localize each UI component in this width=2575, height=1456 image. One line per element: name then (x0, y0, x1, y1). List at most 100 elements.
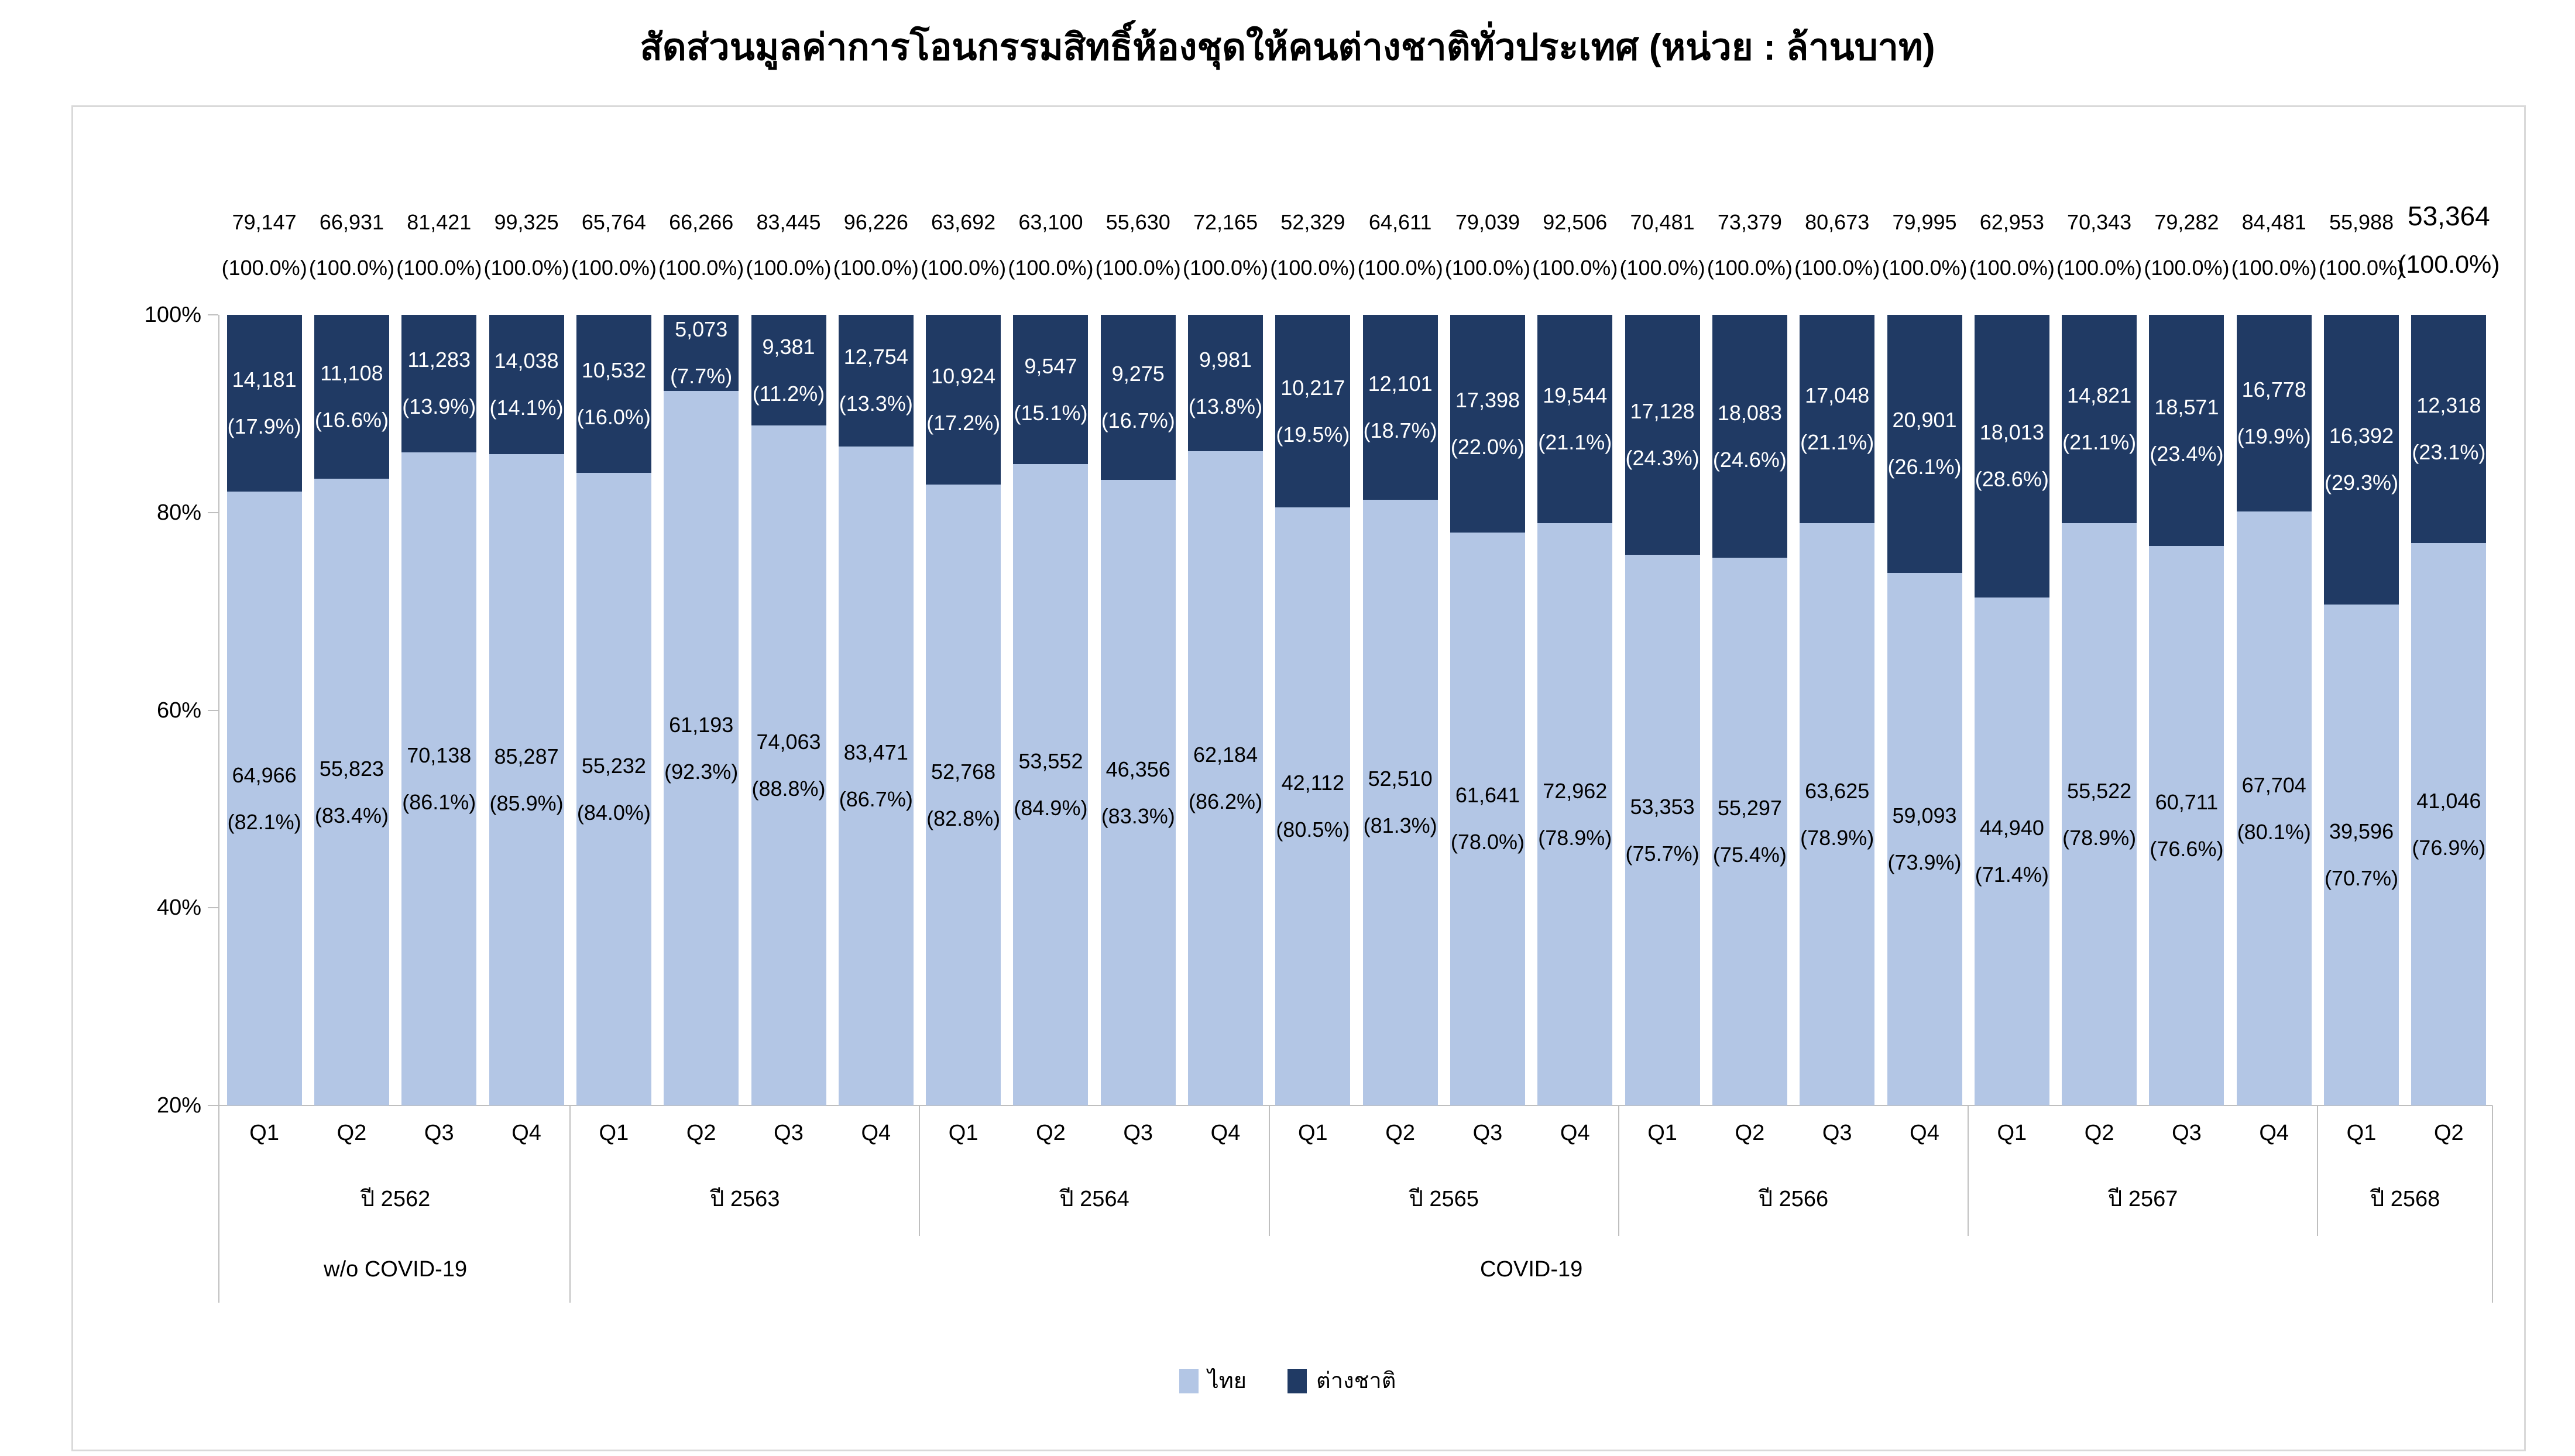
total-value-label: 79,147 (232, 210, 297, 234)
thai-pct-label: (78.9%) (1800, 825, 1874, 850)
foreign-value-label: 10,924 (931, 364, 996, 389)
total-value-label: 52,329 (1280, 210, 1345, 234)
total-pct-label: (100.0%) (1619, 256, 1705, 280)
total-value-label: 79,282 (2154, 210, 2219, 234)
thai-value-label: 60,711 (2155, 790, 2219, 815)
thai-segment (2062, 523, 2137, 1105)
thai-value-label: 62,184 (1193, 743, 1258, 767)
quarter-tick-label: Q1 (1647, 1121, 1677, 1145)
foreign-pct-label: (22.0%) (1450, 434, 1525, 459)
thai-pct-label: (76.9%) (2412, 835, 2486, 860)
thai-pct-label: (78.9%) (2062, 825, 2137, 850)
foreign-value-label: 20,901 (1892, 408, 1957, 432)
total-pct-label: (100.0%) (2056, 256, 2143, 280)
foreign-segment (1188, 315, 1264, 452)
quarter-tick-label: Q2 (1385, 1121, 1415, 1145)
thai-segment (926, 485, 1001, 1105)
thai-pct-label: (88.8%) (751, 777, 826, 801)
thai-segment (489, 454, 564, 1105)
foreign-pct-label: (18.7%) (1363, 418, 1437, 442)
thai-pct-label: (80.5%) (1276, 818, 1350, 842)
thai-pct-label: (78.9%) (1538, 825, 1612, 850)
foreign-value-label: 18,571 (2154, 394, 2219, 419)
total-value-label: 83,445 (756, 210, 821, 234)
year-separator (1268, 1105, 1270, 1236)
foreign-segment (2062, 315, 2137, 524)
quarter-tick-label: Q1 (249, 1121, 279, 1145)
foreign-segment (926, 315, 1001, 485)
total-value-label: 65,764 (581, 210, 646, 234)
foreign-segment (1100, 315, 1176, 480)
foreign-pct-label: (23.4%) (2150, 441, 2224, 466)
thai-segment (1974, 597, 2049, 1105)
y-tick-label: 80% (156, 500, 201, 525)
y-axis-line (218, 315, 219, 1303)
thai-value-label: 74,063 (756, 730, 821, 754)
quarter-tick-label: Q2 (686, 1121, 716, 1145)
thai-segment (1362, 499, 1438, 1105)
thai-segment (1625, 555, 1700, 1105)
legend-swatch-foreign (1288, 1369, 1307, 1393)
total-value-label: 62,953 (1979, 210, 2044, 234)
total-value-label: 70,343 (2067, 210, 2132, 234)
total-pct-label: (100.0%) (221, 256, 307, 280)
y-tick-mark (208, 1105, 218, 1106)
total-value-label: 63,692 (931, 210, 996, 234)
total-pct-label: (100.0%) (1357, 256, 1443, 280)
total-pct-label: (100.0%) (1182, 256, 1269, 280)
foreign-value-label: 9,547 (1024, 353, 1077, 378)
foreign-value-label: 16,778 (2241, 377, 2306, 402)
thai-value-label: 61,641 (1455, 783, 1520, 808)
quarter-tick-label: Q2 (337, 1121, 367, 1145)
quarter-tick-label: Q4 (2259, 1121, 2289, 1145)
thai-pct-label: (92.3%) (664, 759, 739, 784)
thai-segment (2236, 511, 2312, 1105)
foreign-value-label: 5,073 (675, 317, 728, 342)
total-pct-label: (100.0%) (1707, 256, 1793, 280)
quarter-tick-label: Q2 (1036, 1121, 1066, 1145)
thai-value-label: 52,768 (931, 759, 996, 784)
total-pct-label: (100.0%) (1095, 256, 1181, 280)
thai-segment (2149, 546, 2224, 1105)
thai-pct-label: (83.3%) (1101, 803, 1175, 828)
quarter-tick-label: Q1 (948, 1121, 978, 1145)
thai-segment (1275, 507, 1351, 1105)
thai-pct-label: (84.9%) (1014, 796, 1088, 820)
thai-pct-label: (75.7%) (1625, 841, 1700, 866)
quarter-tick-label: Q3 (2172, 1121, 2202, 1145)
thai-pct-label: (82.8%) (926, 806, 1001, 830)
period-label: w/o COVID-19 (324, 1257, 468, 1282)
foreign-segment (401, 315, 477, 452)
foreign-segment (314, 315, 389, 479)
total-value-label: 79,039 (1455, 210, 1520, 234)
total-pct-label: (100.0%) (658, 256, 744, 280)
thai-pct-label: (80.1%) (2237, 819, 2311, 844)
foreign-segment (2149, 315, 2224, 547)
total-value-label: 53,364 (2407, 201, 2490, 231)
thai-value-label: 85,287 (494, 744, 559, 768)
thai-value-label: 55,232 (581, 753, 646, 778)
foreign-value-label: 14,821 (2067, 383, 2132, 408)
total-pct-label: (100.0%) (1882, 256, 1968, 280)
foreign-segment (1625, 315, 1700, 555)
quarter-tick-label: Q1 (2346, 1121, 2377, 1145)
thai-value-label: 42,112 (1281, 771, 1345, 795)
foreign-segment (1712, 315, 1787, 558)
year-label: ปี 2564 (1059, 1187, 1129, 1211)
foreign-pct-label: (17.2%) (926, 411, 1001, 435)
foreign-value-label: 9,275 (1111, 362, 1165, 386)
thai-value-label: 46,356 (1105, 757, 1170, 781)
foreign-pct-label: (11.2%) (752, 381, 825, 406)
foreign-segment (1362, 315, 1438, 500)
year-label: ปี 2562 (360, 1187, 431, 1211)
thai-pct-label: (86.1%) (402, 789, 476, 814)
quarter-tick-label: Q3 (1123, 1121, 1153, 1145)
year-label: ปี 2568 (2370, 1187, 2440, 1211)
thai-value-label: 55,297 (1717, 796, 1782, 820)
y-tick-label: 40% (156, 895, 201, 921)
foreign-value-label: 11,108 (320, 361, 383, 386)
thai-pct-label: (84.0%) (576, 800, 651, 825)
thai-pct-label: (75.4%) (1712, 843, 1787, 867)
thai-pct-label: (86.7%) (839, 787, 913, 811)
